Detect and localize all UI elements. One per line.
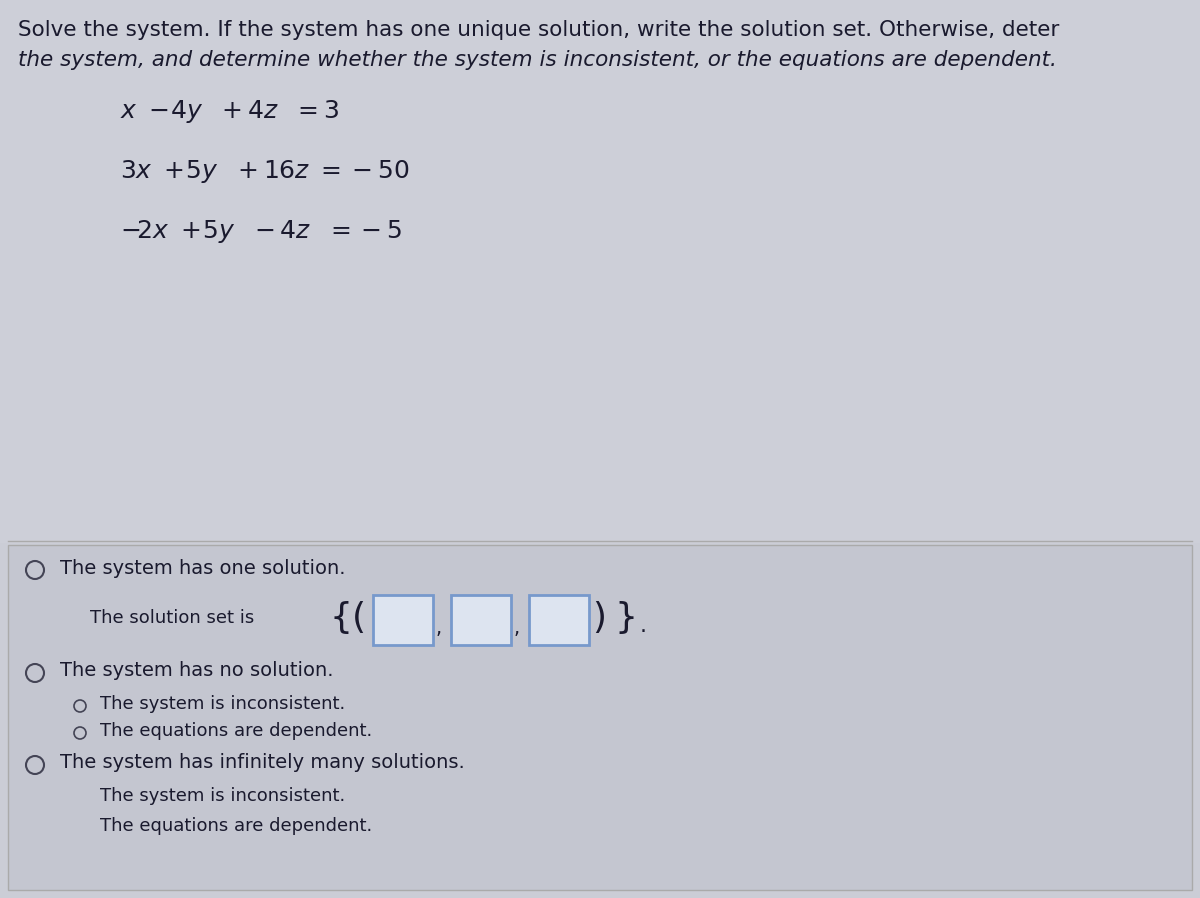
FancyBboxPatch shape (8, 545, 1192, 890)
Text: The system is inconsistent.: The system is inconsistent. (100, 787, 346, 805)
FancyBboxPatch shape (451, 595, 511, 645)
Text: }: } (614, 601, 637, 635)
Text: The solution set is: The solution set is (90, 609, 254, 627)
Text: The equations are dependent.: The equations are dependent. (100, 722, 372, 740)
Text: (: ( (352, 601, 366, 635)
Text: ,: , (514, 619, 520, 638)
Text: ): ) (592, 601, 606, 635)
FancyBboxPatch shape (0, 0, 1200, 543)
Text: The system has one solution.: The system has one solution. (60, 559, 346, 577)
Text: {: { (330, 601, 353, 635)
Text: Solve the system. If the system has one unique solution, write the solution set.: Solve the system. If the system has one … (18, 20, 1060, 40)
Text: The equations are dependent.: The equations are dependent. (100, 817, 372, 835)
Text: $3x\ +\!5y\ \ +16z\ =-50$: $3x\ +\!5y\ \ +16z\ =-50$ (120, 158, 409, 185)
Text: $-\!2x\ +\!5y\ \ -4z\ \ =-5$: $-\!2x\ +\!5y\ \ -4z\ \ =-5$ (120, 218, 402, 245)
FancyBboxPatch shape (529, 595, 589, 645)
FancyBboxPatch shape (373, 595, 433, 645)
Text: the system, and determine whether the system is inconsistent, or the equations a: the system, and determine whether the sy… (18, 50, 1057, 70)
Text: ,: , (436, 619, 442, 638)
Text: $x\ -\!4y\ \ +4z\ \ =3$: $x\ -\!4y\ \ +4z\ \ =3$ (120, 98, 340, 125)
Text: The system is inconsistent.: The system is inconsistent. (100, 695, 346, 713)
Text: .: . (640, 616, 647, 636)
Text: The system has infinitely many solutions.: The system has infinitely many solutions… (60, 753, 464, 772)
Text: The system has no solution.: The system has no solution. (60, 662, 334, 681)
